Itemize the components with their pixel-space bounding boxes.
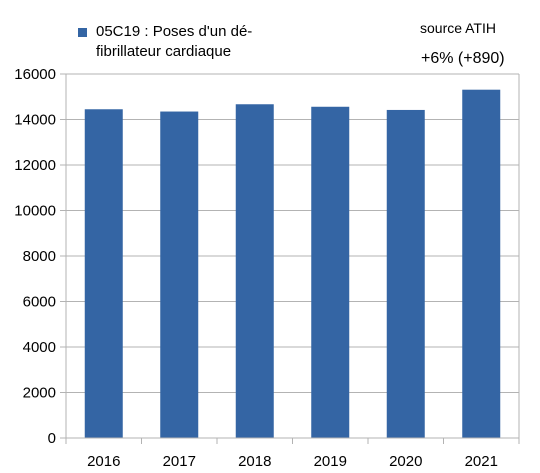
x-tick-label: 2016 [87, 453, 120, 470]
source-annotation: source ATIH [420, 20, 496, 36]
legend-label-line-1: 05C19 : Poses d'un dé- [96, 23, 253, 40]
x-tick-label: 2018 [238, 453, 271, 470]
legend: 05C19 : Poses d'un dé- fibrillateur card… [78, 22, 308, 62]
bar-2021 [462, 89, 501, 438]
y-tick-label: 10000 [14, 203, 56, 220]
x-tick-label: 2020 [389, 453, 422, 470]
x-tick-label: 2021 [465, 453, 498, 470]
y-tick-label: 8000 [23, 248, 56, 265]
x-tick-label: 2017 [163, 453, 196, 470]
change-annotation: +6% (+890) [421, 50, 505, 67]
y-tick-label: 6000 [23, 294, 56, 311]
bar-2018 [235, 104, 274, 438]
legend-label-line-2: fibrillateur cardiaque [96, 43, 232, 60]
bar-2016 [84, 109, 123, 438]
bar-2017 [160, 111, 199, 438]
y-tick-label: 12000 [14, 157, 56, 174]
legend-swatch [78, 28, 87, 37]
y-tick-label: 2000 [23, 385, 56, 402]
x-tick-label: 2019 [314, 453, 347, 470]
y-tick-label: 0 [48, 430, 56, 447]
y-tick-label: 4000 [23, 339, 56, 356]
bar-2019 [311, 106, 350, 438]
y-tick-label: 14000 [14, 112, 56, 129]
y-tick-label: 16000 [14, 66, 56, 83]
bar-2020 [386, 109, 425, 438]
